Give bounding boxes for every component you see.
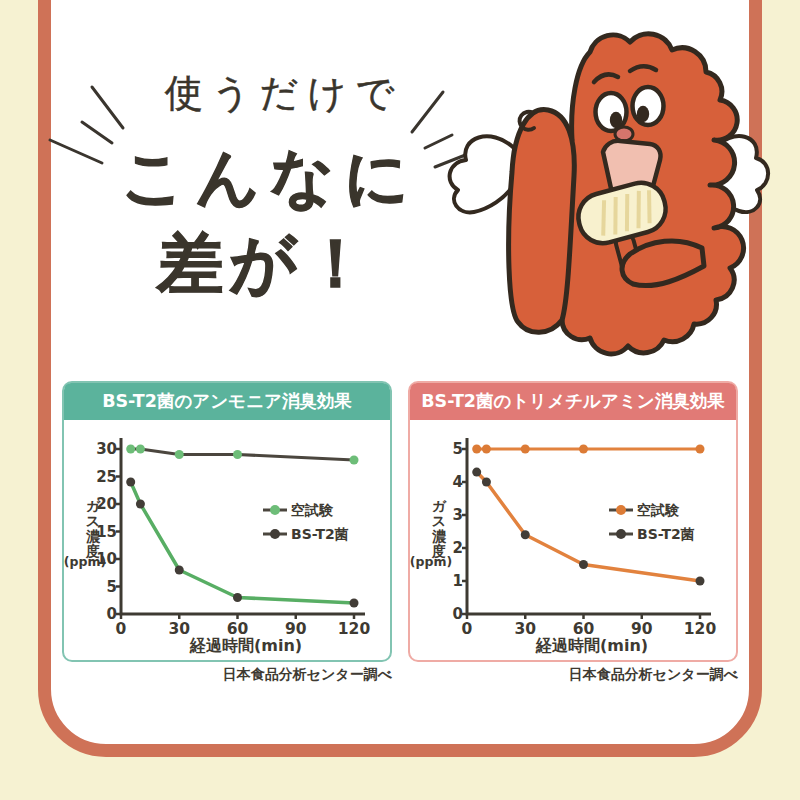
chart-card-trimethylamine: BS-T2菌のトリメチルアミン消臭効果 0123450306090120ガス濃度… [408, 381, 738, 662]
chart-trimethylamine: 0123450306090120ガス濃度(ppm)経過時間(min)空試験BS-… [410, 420, 736, 660]
chart-ammonia: 0510152025300306090120ガス濃度(ppm)経過時間(min)… [64, 420, 390, 660]
chart-source-ammonia: 日本食品分析センター調べ [62, 666, 392, 684]
mascot-left-wing [450, 136, 514, 212]
mascot-left-eye [596, 93, 627, 131]
svg-text:30: 30 [96, 440, 117, 458]
svg-text:経過時間(min): 経過時間(min) [535, 636, 648, 655]
chart-title-ammonia: BS-T2菌のアンモニア消臭効果 [64, 383, 390, 420]
svg-text:0: 0 [116, 620, 127, 638]
svg-text:30: 30 [514, 620, 536, 638]
chart-card-ammonia: BS-T2菌のアンモニア消臭効果 0510152025300306090120ガ… [62, 381, 392, 662]
svg-text:濃: 濃 [431, 528, 447, 544]
burst-lines-left [50, 87, 123, 163]
svg-text:ガ: ガ [432, 498, 447, 514]
svg-text:(ppm): (ppm) [410, 554, 452, 569]
svg-text:空試験: 空試験 [291, 502, 334, 518]
svg-text:ス: ス [86, 513, 100, 529]
svg-text:経過時間(min): 経過時間(min) [189, 636, 302, 655]
chart-title-trimethylamine: BS-T2菌のトリメチルアミン消臭効果 [410, 383, 736, 420]
svg-text:0: 0 [462, 620, 473, 638]
mascot-left-pupil [610, 112, 622, 128]
svg-text:5: 5 [453, 440, 463, 458]
svg-text:120: 120 [684, 620, 717, 638]
svg-text:BS-T2菌: BS-T2菌 [291, 526, 349, 542]
mascot-raised-arm [509, 110, 575, 333]
mascot-right-eye [633, 87, 664, 125]
svg-text:ス: ス [432, 513, 446, 529]
svg-text:空試験: 空試験 [637, 502, 680, 518]
svg-text:3: 3 [453, 506, 463, 524]
svg-text:4: 4 [453, 473, 463, 491]
svg-text:(ppm): (ppm) [64, 554, 106, 569]
mascot-right-pupil [637, 106, 649, 122]
svg-text:ガ: ガ [86, 498, 101, 514]
svg-text:濃: 濃 [85, 528, 101, 544]
svg-text:25: 25 [96, 468, 117, 486]
svg-text:30: 30 [168, 620, 190, 638]
chart-source-trimethylamine: 日本食品分析センター調べ [408, 666, 738, 684]
svg-text:BS-T2菌: BS-T2菌 [637, 526, 695, 542]
svg-text:2: 2 [453, 539, 463, 557]
mascot [450, 34, 769, 354]
svg-text:1: 1 [453, 572, 463, 590]
svg-text:120: 120 [338, 620, 371, 638]
svg-text:5: 5 [107, 578, 117, 596]
